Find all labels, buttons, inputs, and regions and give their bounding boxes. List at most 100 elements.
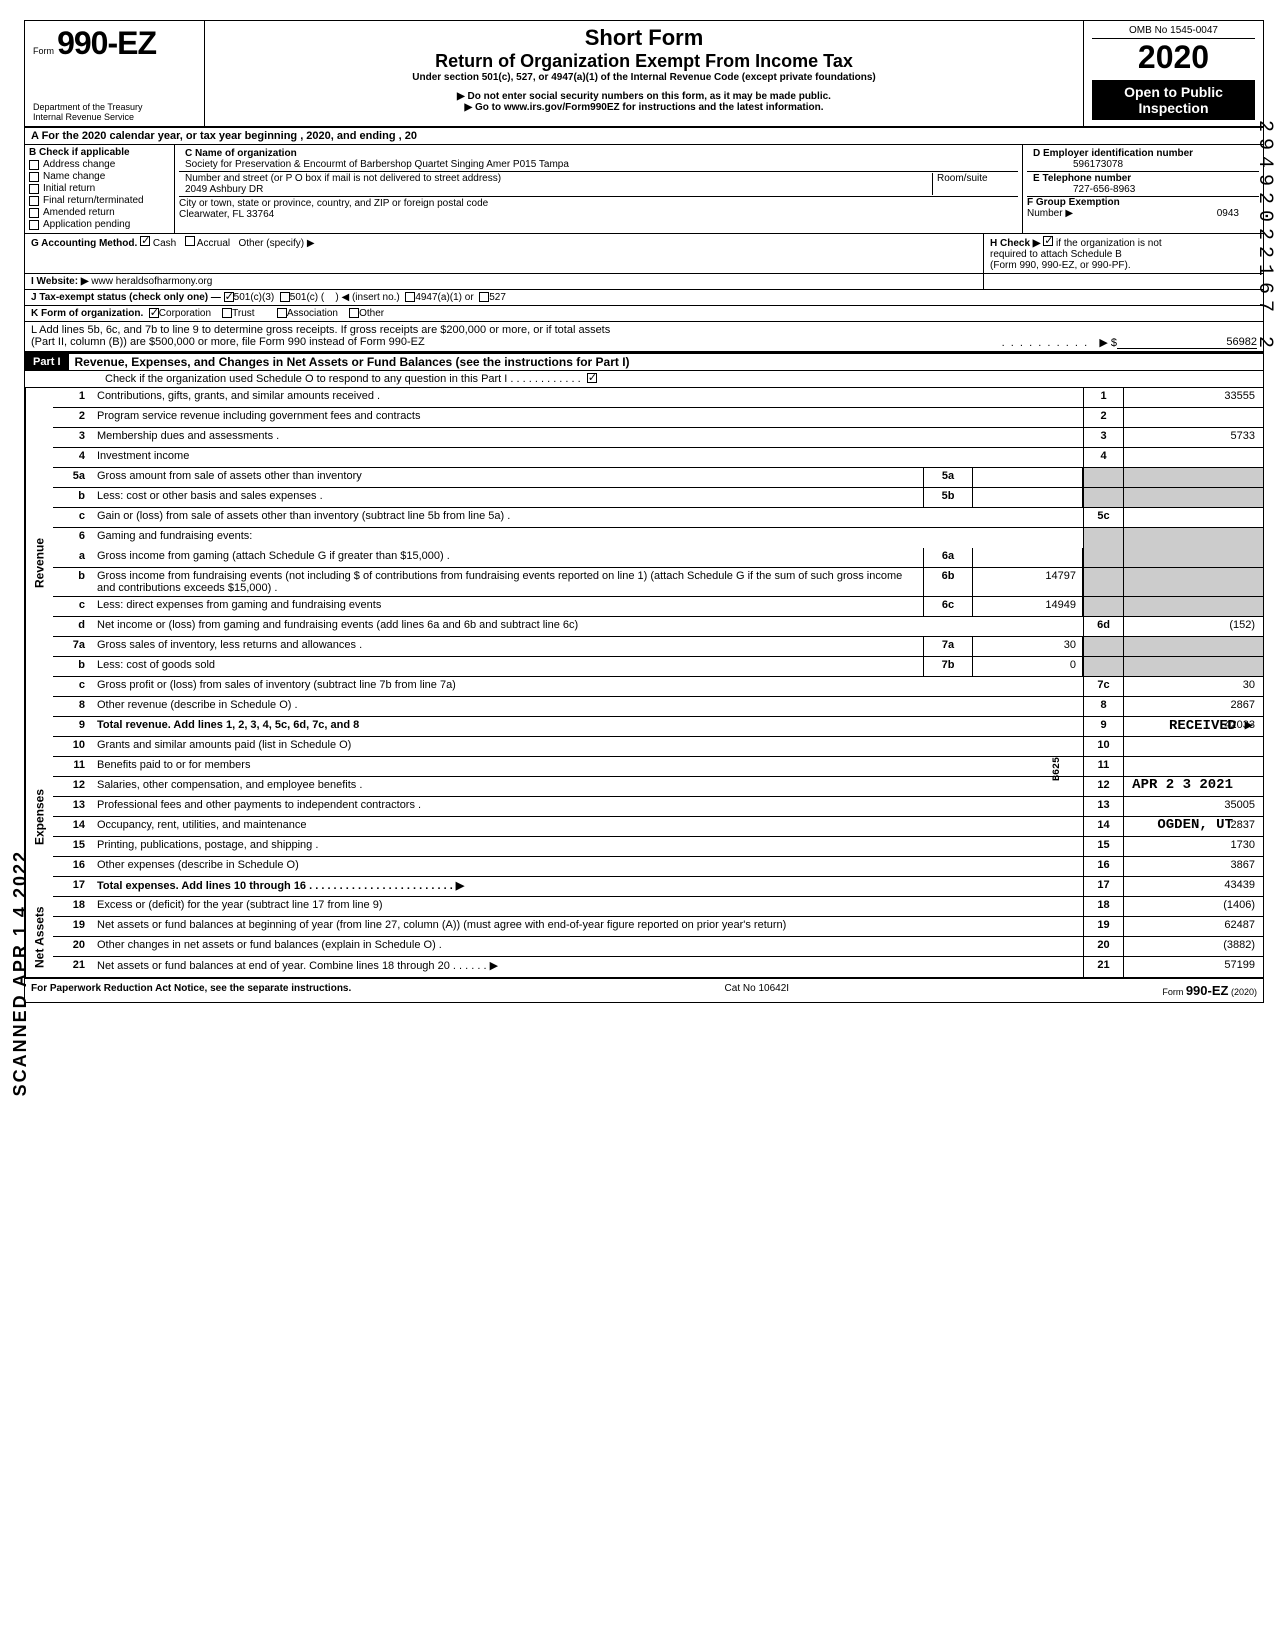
ln9-num: 9 (53, 717, 93, 736)
lbl-assoc: Association (287, 308, 338, 319)
ln20-desc: Other changes in net assets or fund bala… (93, 937, 1083, 956)
lbl-other-method: Other (specify) ▶ (239, 238, 315, 249)
phone-label: E Telephone number (1033, 173, 1131, 184)
ln8-num: 8 (53, 697, 93, 716)
ln7a-mv: 30 (973, 637, 1083, 656)
cb-trust[interactable] (222, 308, 232, 318)
ln13-desc: Professional fees and other payments to … (93, 797, 1083, 816)
ln13-rv: 35005 (1123, 797, 1263, 816)
cb-501c[interactable] (280, 292, 290, 302)
ln20-rn: 20 (1083, 937, 1123, 956)
ln13-num: 13 (53, 797, 93, 816)
ln5b-rn (1083, 488, 1123, 507)
cb-final-return[interactable] (29, 196, 39, 206)
part-1-label: Part I (25, 354, 69, 370)
cb-cash[interactable] (140, 236, 150, 246)
ln6-rv (1123, 528, 1263, 548)
cb-assoc[interactable] (277, 308, 287, 318)
ln7b-num: b (53, 657, 93, 676)
ln1-rn: 1 (1083, 388, 1123, 407)
cb-sched-b[interactable] (1043, 236, 1053, 246)
group-ex-label: F Group Exemption (1027, 197, 1120, 208)
ln5b-mv (973, 488, 1083, 507)
ln4-rv (1123, 448, 1263, 467)
ln8-rn: 8 (1083, 697, 1123, 716)
ln4-desc: Investment income (93, 448, 1083, 467)
ln6a-mb: 6a (923, 548, 973, 567)
org-name: Society for Preservation & Encourmt of B… (185, 159, 569, 170)
ln17-rn: 17 (1083, 877, 1123, 896)
ln6a-num: a (53, 548, 93, 567)
ln21-num: 21 (53, 957, 93, 977)
cb-address-change[interactable] (29, 160, 39, 170)
ln7a-mb: 7a (923, 637, 973, 656)
cb-name-change[interactable] (29, 172, 39, 182)
form-prefix: Form (33, 46, 54, 56)
ln21-rv: 57199 (1123, 957, 1263, 977)
side-net-assets: Net Assets (25, 897, 53, 977)
ln10-rv (1123, 737, 1263, 756)
ln6c-desc: Less: direct expenses from gaming and fu… (93, 597, 923, 616)
lbl-other-org: Other (359, 308, 384, 319)
ln5c-num: c (53, 508, 93, 527)
h-text3: required to attach Schedule B (990, 249, 1122, 260)
lbl-cash: Cash (153, 238, 176, 249)
side-revenue: Revenue (25, 388, 53, 737)
ln11-num: 11 (53, 757, 93, 776)
ln11-rn: 11 (1083, 757, 1123, 776)
ln5a-mb: 5a (923, 468, 973, 487)
ln6a-desc: Gross income from gaming (attach Schedul… (93, 548, 923, 567)
lbl-name-change: Name change (43, 171, 105, 182)
lbl-final-return: Final return/terminated (43, 195, 144, 206)
city-value: Clearwater, FL 33764 (179, 209, 274, 220)
l-line2: (Part II, column (B)) are $500,000 or mo… (31, 336, 425, 349)
cb-527[interactable] (479, 292, 489, 302)
cb-initial-return[interactable] (29, 184, 39, 194)
open-public-2: Inspection (1096, 100, 1251, 116)
street-value: 2049 Ashbury DR (185, 184, 263, 195)
tax-exempt-label: J Tax-exempt status (check only one) — (31, 292, 221, 303)
cb-other-org[interactable] (349, 308, 359, 318)
ln19-num: 19 (53, 917, 93, 936)
ssn-warning: ▶ Do not enter social security numbers o… (213, 91, 1075, 102)
ln2-rn: 2 (1083, 408, 1123, 427)
section-b: B Check if applicable Address change Nam… (25, 145, 175, 233)
cb-accrual[interactable] (185, 236, 195, 246)
ln4-num: 4 (53, 448, 93, 467)
ln2-rv (1123, 408, 1263, 427)
ln5c-rn: 5c (1083, 508, 1123, 527)
cb-4947[interactable] (405, 292, 415, 302)
ln7a-rv (1123, 637, 1263, 656)
ln1-rv: 33555 (1123, 388, 1263, 407)
lbl-trust: Trust (232, 308, 254, 319)
ln5b-desc: Less: cost or other basis and sales expe… (93, 488, 923, 507)
ln6b-mb: 6b (923, 568, 973, 596)
ln6d-num: d (53, 617, 93, 636)
ln6c-rn (1083, 597, 1123, 616)
side-expenses: Expenses (25, 737, 53, 897)
cb-schedule-o[interactable] (587, 373, 597, 383)
cb-corp[interactable] (149, 308, 159, 318)
title-return: Return of Organization Exempt From Incom… (213, 51, 1075, 72)
cb-app-pending[interactable] (29, 220, 39, 230)
section-c: C Name of organizationSociety for Preser… (175, 145, 1023, 233)
ln3-rn: 3 (1083, 428, 1123, 447)
cb-amended[interactable] (29, 208, 39, 218)
ln7a-desc: Gross sales of inventory, less returns a… (93, 637, 923, 656)
lbl-amended: Amended return (43, 207, 115, 218)
ln14-rv: 2837 (1123, 817, 1263, 836)
ln7c-desc: Gross profit or (loss) from sales of inv… (93, 677, 1083, 696)
ln12-rn: 12 (1083, 777, 1123, 796)
section-b-label: B Check if applicable (29, 147, 170, 158)
ln18-rn: 18 (1083, 897, 1123, 916)
form-org-label: K Form of organization. (31, 308, 143, 319)
goto-url: ▶ Go to www.irs.gov/Form990EZ for instru… (213, 102, 1075, 113)
ln14-rn: 14 (1083, 817, 1123, 836)
ln2-desc: Program service revenue including govern… (93, 408, 1083, 427)
lbl-insert: ) ◀ (insert no.) (335, 292, 399, 303)
ln9-rn: 9 (1083, 717, 1123, 736)
ln1-desc: Contributions, gifts, grants, and simila… (93, 388, 1083, 407)
cb-501c3[interactable] (224, 292, 234, 302)
ln5a-desc: Gross amount from sale of assets other t… (93, 468, 923, 487)
ln5c-rv (1123, 508, 1263, 527)
